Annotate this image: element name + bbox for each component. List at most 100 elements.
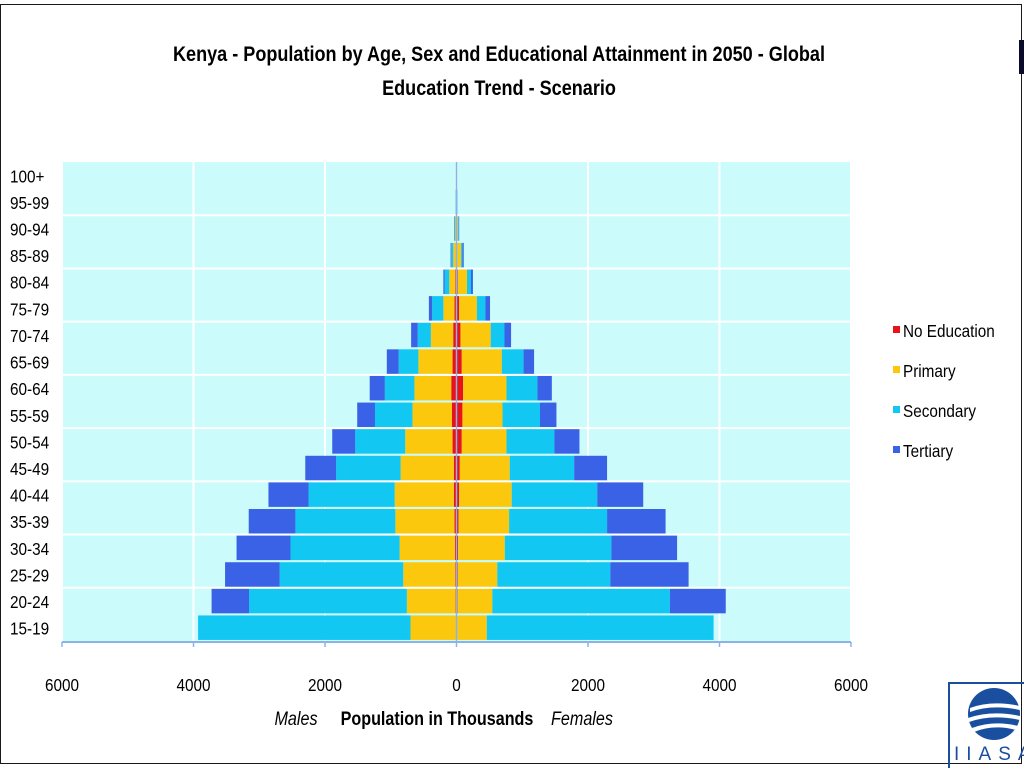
x-tick-label: 6000 [834,675,868,695]
globe-icon [968,688,1020,740]
bar-male-tertiary-45-49 [305,455,337,481]
bar-female-primary-50-54 [461,429,507,454]
bar-female-secondary-75-79 [476,296,486,321]
bar-male-secondary-35-39 [295,509,396,534]
bar-male-no-education-70-74 [453,322,457,348]
x-tick-label: 6000 [45,675,79,695]
right-edge-tab [1019,40,1024,74]
bar-female-no-education-70-74 [456,322,461,348]
x-tick-label: 4000 [702,675,736,695]
bar-male-primary-50-54 [405,429,453,454]
bar-male-primary-25-29 [403,562,456,587]
bar-female-no-education-35-39 [456,509,459,534]
bar-female-tertiary-50-54 [554,429,580,454]
legend-label: Tertiary [903,441,954,461]
age-group-label: 35-39 [10,512,49,532]
bar-female-secondary-20-24 [492,588,670,614]
bar-female-secondary-15-19 [486,615,714,640]
bar-male-no-education-55-59 [451,402,457,428]
legend-swatch [893,446,900,453]
bar-female-secondary-90-94 [458,216,459,241]
bar-male-tertiary-30-34 [236,535,291,561]
bar-male-no-education-45-49 [453,455,457,481]
age-group-label: 80-84 [10,273,49,293]
bar-female-tertiary-65-69 [523,349,535,374]
bar-male-primary-80-84 [449,269,456,294]
bar-female-no-education-65-69 [456,349,462,374]
age-group-label: 70-74 [10,326,49,346]
legend-swatch [893,366,900,373]
bar-female-tertiary-35-39 [607,509,666,534]
legend-label: Primary [903,361,956,381]
bar-male-tertiary-85-89 [450,242,452,268]
bar-female-tertiary-85-89 [462,242,464,268]
bar-female-secondary-65-69 [501,349,524,374]
bar-female-primary-80-84 [457,269,468,294]
age-group-label: 65-69 [10,352,49,372]
bar-female-no-education-50-54 [456,429,462,454]
age-group-label: 40-44 [10,485,49,505]
bar-female-secondary-85-89 [461,242,463,268]
bar-female-primary-85-89 [457,242,462,268]
bar-male-tertiary-25-29 [225,562,280,587]
bar-female-secondary-45-49 [509,455,575,481]
bar-male-no-education-30-34 [454,535,457,561]
bar-male-secondary-90-94 [454,216,456,241]
bar-male-secondary-75-79 [432,296,444,321]
bar-male-secondary-45-49 [336,455,401,481]
bar-male-secondary-85-89 [451,242,454,268]
bar-male-secondary-55-59 [374,402,413,428]
bar-male-primary-55-59 [412,402,452,428]
x-tick-label: 4000 [176,675,210,695]
bars [198,163,726,640]
bar-male-no-education-40-44 [453,482,457,507]
chart-title: Kenya - Population by Age, Sex and Educa… [173,43,825,100]
bar-male-secondary-65-69 [398,349,419,374]
bar-female-primary-70-74 [460,322,491,348]
bar-female-tertiary-30-34 [611,535,678,561]
bar-male-no-education-35-39 [454,509,457,534]
bar-female-primary-90-94 [456,216,459,241]
legend-swatch [893,406,900,413]
age-group-label: 50-54 [10,432,49,452]
bar-male-secondary-25-29 [279,562,404,587]
bar-female-tertiary-60-64 [537,375,552,401]
age-group-label: 90-94 [10,219,49,239]
iiasa-logo: IIASA [948,682,1024,768]
bar-male-secondary-80-84 [444,269,450,294]
bar-male-secondary-15-19 [198,615,411,640]
bar-female-tertiary-80-84 [470,269,473,294]
age-group-label: 60-64 [10,379,49,399]
bar-male-tertiary-40-44 [268,482,309,507]
age-group-label: 30-34 [10,539,49,559]
bar-male-primary-20-24 [406,588,456,614]
bar-female-tertiary-55-59 [540,402,557,428]
bar-female-tertiary-20-24 [669,588,726,614]
legend-label: Secondary [903,401,977,421]
logo-text: IIASA [954,744,1024,765]
bar-male-secondary-60-64 [384,375,415,401]
bar-male-tertiary-60-64 [369,375,385,401]
females-label: Females [551,708,613,730]
bar-male-primary-70-74 [430,322,454,348]
bar-male-primary-45-49 [400,455,454,481]
age-group-label: 75-79 [10,299,49,319]
bar-male-secondary-70-74 [417,322,431,348]
bar-female-secondary-35-39 [509,509,608,534]
bar-male-primary-30-34 [399,535,455,561]
bar-female-tertiary-45-49 [574,455,608,481]
bar-male-tertiary-70-74 [411,322,418,348]
bar-female-primary-45-49 [459,455,510,481]
bar-male-secondary-50-54 [355,429,406,454]
legend: No Education Primary Secondary Tertiary [893,321,995,461]
bar-male-tertiary-20-24 [211,588,250,614]
legend-label: No Education [903,321,995,341]
bar-male-tertiary-65-69 [386,349,399,374]
bar-female-primary-40-44 [459,482,512,507]
bar-female-secondary-55-59 [502,402,541,428]
bar-female-secondary-40-44 [511,482,598,507]
bar-female-secondary-60-64 [506,375,538,401]
bar-male-tertiary-80-84 [443,269,445,294]
age-group-label: 100+ [10,166,44,186]
bar-male-primary-15-19 [410,615,456,640]
